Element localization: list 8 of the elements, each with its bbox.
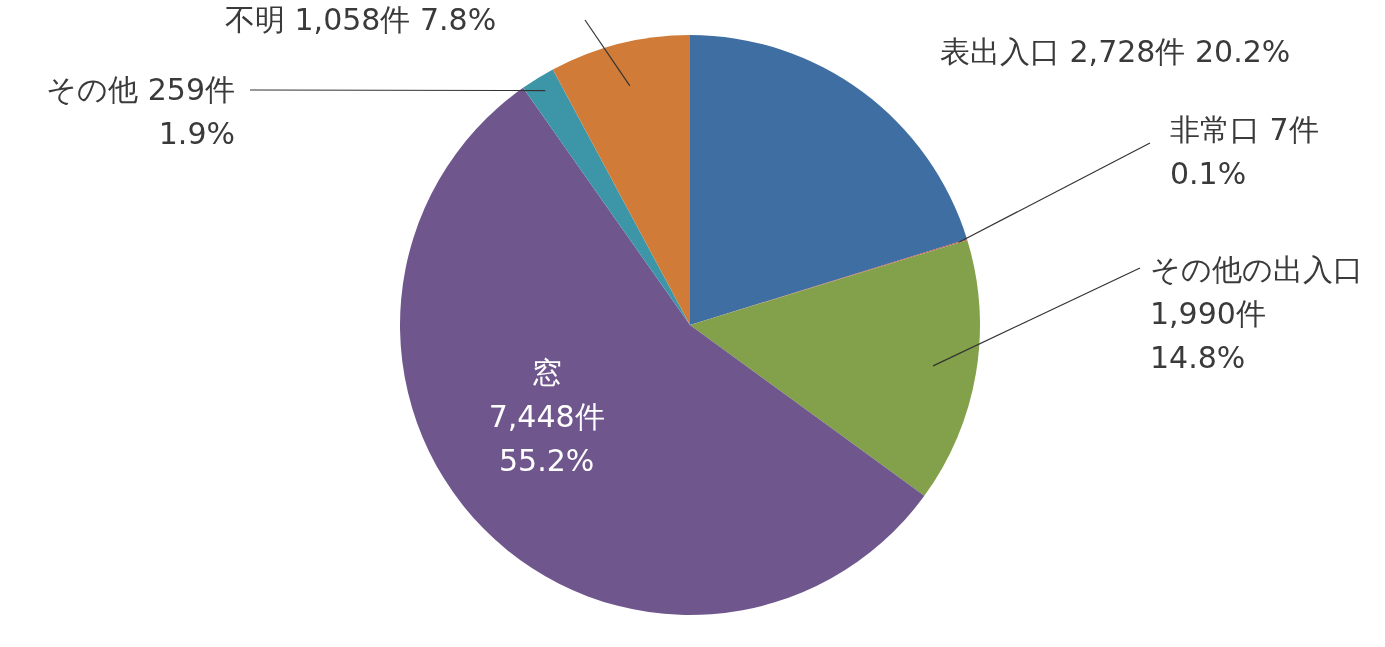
slice-label: 表出入口 2,728件 20.2%: [940, 34, 1291, 69]
data-label: 7,448件 55.2%: [488, 398, 605, 478]
slice-label: その他 259件 1.9%: [46, 72, 235, 151]
slice-label: 窓: [531, 354, 562, 390]
slice-label: 不明 1,058件 7.8%: [225, 2, 497, 37]
slice-label: 非常口 7件 0.1%: [1170, 112, 1319, 191]
slice-label: その他の出入口: [1150, 252, 1363, 287]
data-label: 1,990件 14.8%: [1150, 296, 1266, 375]
